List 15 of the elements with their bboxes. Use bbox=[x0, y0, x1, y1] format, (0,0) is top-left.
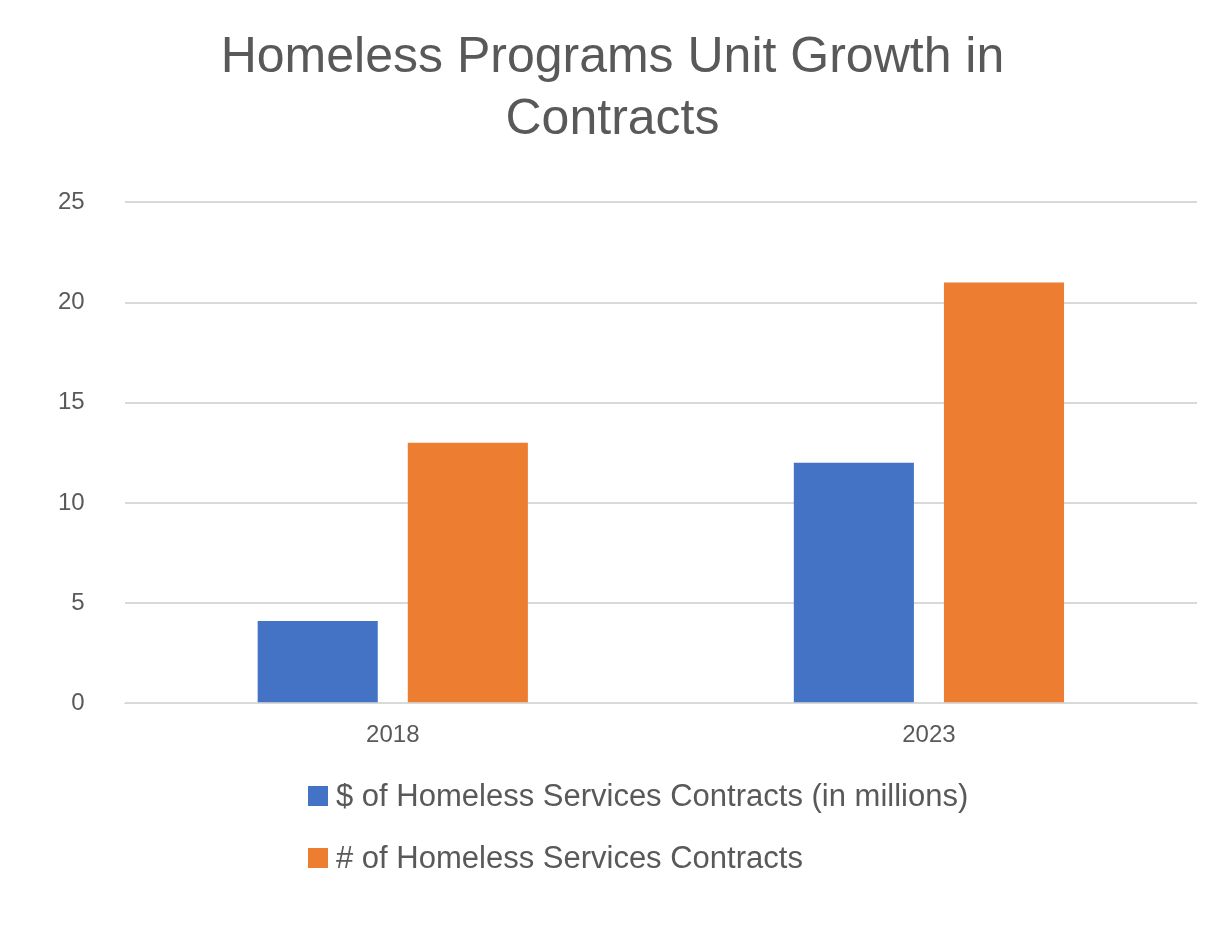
y-tick-label: 5 bbox=[71, 587, 85, 615]
y-tick-label: 0 bbox=[71, 687, 85, 715]
y-tick-label: 10 bbox=[57, 487, 85, 515]
y-tick-label: 15 bbox=[57, 387, 85, 415]
bar bbox=[793, 462, 914, 703]
bar bbox=[257, 621, 378, 703]
legend-label: # of Homeless Services Contracts bbox=[336, 840, 803, 876]
bar bbox=[407, 442, 528, 703]
chart-title: Homeless Programs Unit Growth in Contracts bbox=[219, 26, 1006, 147]
bar bbox=[943, 282, 1065, 703]
x-tick-label: 2023 bbox=[902, 720, 956, 748]
legend-label: $ of Homeless Services Contracts (in millions) bbox=[336, 778, 969, 814]
y-tick-label: 25 bbox=[57, 187, 85, 215]
y-tick-label: 20 bbox=[57, 287, 85, 315]
x-tick-label: 2018 bbox=[366, 720, 420, 748]
